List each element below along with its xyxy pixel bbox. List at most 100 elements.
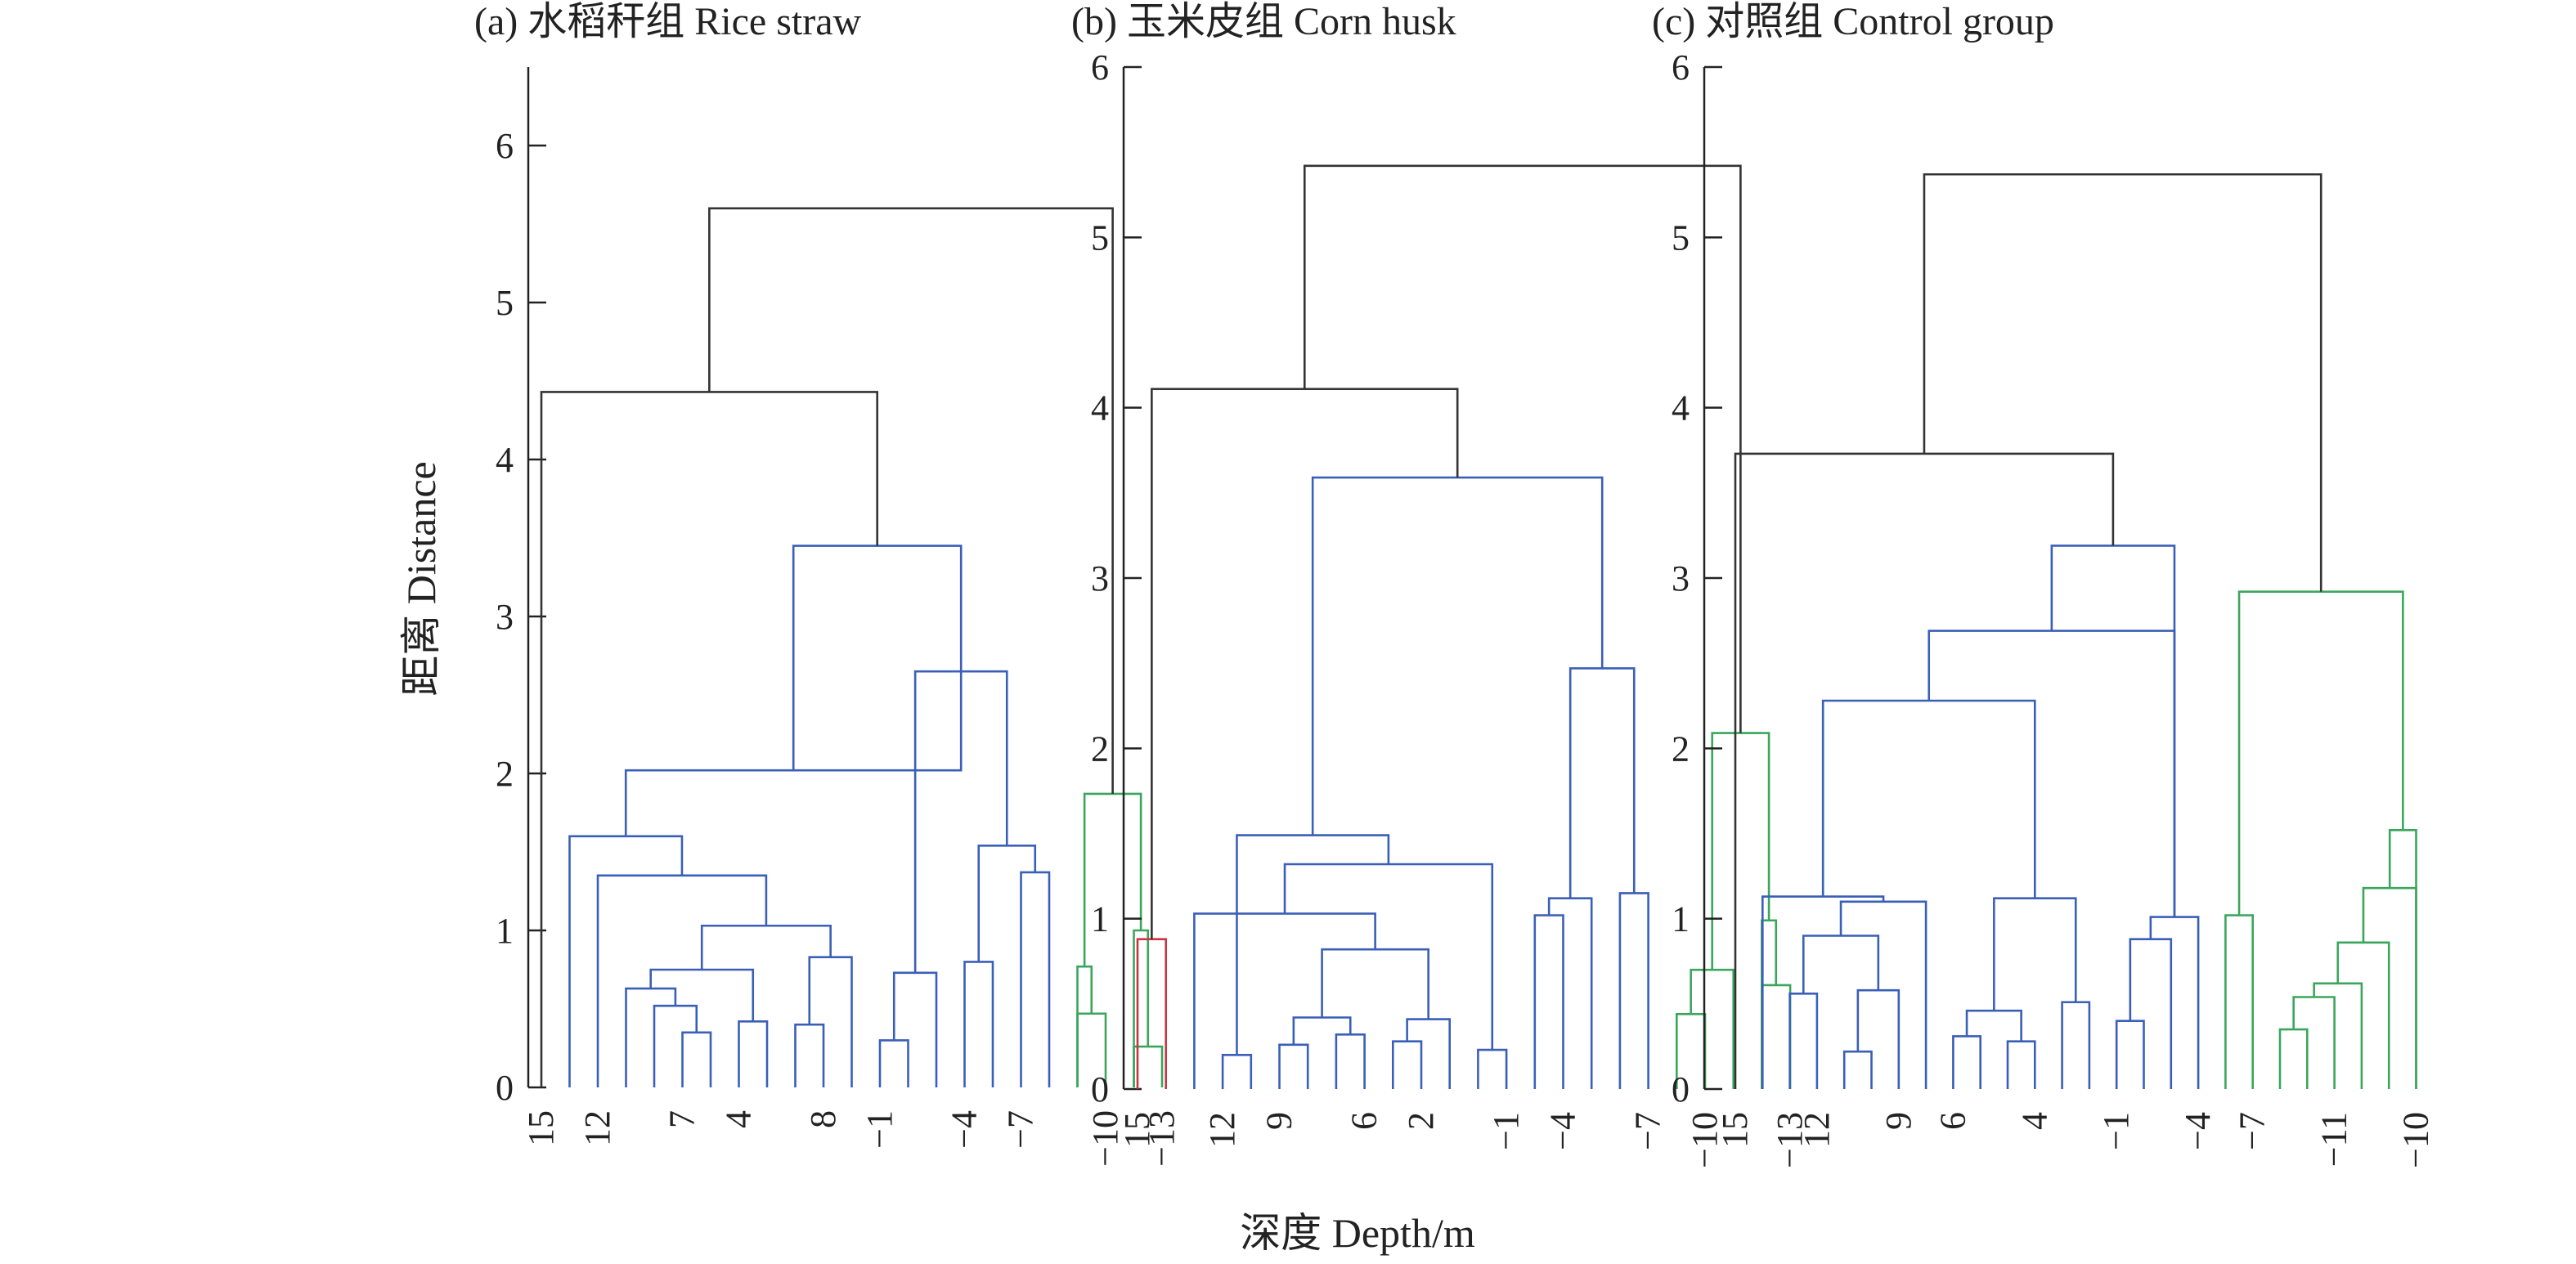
panel-a-link-5: [794, 1023, 825, 1087]
panel-b-link-22: [1151, 388, 1459, 939]
panel-c-link-16: [2050, 545, 2176, 917]
panel-a-link-3: [738, 1020, 769, 1087]
panel-c-leaf-label-9: −10: [2396, 1112, 2436, 1168]
panel-c-link-7: [2006, 1040, 2036, 1089]
panel-b-link-1: [1278, 1043, 1309, 1089]
panel-c-link-26: [1923, 173, 2322, 592]
panel-a-link-4: [649, 968, 755, 1022]
panel-b-tick-label-4: 4: [1091, 388, 1109, 428]
panel-c-link-8: [1965, 1009, 2022, 1042]
panel-c-link-4: [1839, 900, 1928, 1089]
panel-b-leaf-label-2: 9: [1259, 1112, 1299, 1130]
panel-a-tick-label-2: 2: [496, 754, 514, 794]
panel-b-tick-label-0: 0: [1091, 1069, 1109, 1109]
x-axis-title: 深度 Depth/m: [1240, 1210, 1475, 1256]
panel-c-tick-label-0: 0: [1672, 1069, 1690, 1109]
panel-c-link-25: [1734, 452, 2115, 1089]
panel-c-link-3: [1802, 935, 1880, 994]
panel-a-leaf-label-5: −1: [859, 1110, 900, 1149]
panel-c-link-0: [1788, 993, 1819, 1089]
panel-a-link-12: [963, 961, 994, 1087]
panel-c-link-10: [1993, 897, 2077, 1011]
panel-c-leaf-label-7: −7: [2233, 1112, 2273, 1150]
panel-b-link-17: [1690, 968, 1735, 1089]
panel-b-leaf-label-7: −7: [1628, 1112, 1668, 1150]
panel-a-leaf-label-2: 7: [662, 1110, 702, 1128]
panel-c-link-15: [1928, 630, 2176, 917]
y-axis-title: 距离 Distance: [398, 461, 444, 696]
panel-c-link-9: [2061, 1001, 2091, 1089]
panel-a-leaf-label-9: −13: [1142, 1110, 1182, 1167]
panel-c-link-14: [2149, 916, 2200, 1089]
panel-c-link-21: [2336, 941, 2390, 1089]
panel-b-link-23: [1303, 164, 1742, 733]
panel-a-leaf-label-7: −7: [1001, 1110, 1041, 1149]
panel-a-link-21: [1133, 929, 1150, 1087]
panel-b-link-11: [1533, 914, 1564, 1089]
panel-c-tick-label-1: 1: [1672, 899, 1690, 939]
panel-c-tick-label-2: 2: [1672, 728, 1690, 769]
panel-b-tick-label-1: 1: [1091, 899, 1109, 939]
panel-a-leaf-label-6: −4: [945, 1110, 985, 1149]
panel-b-link-14: [1568, 667, 1636, 899]
panel-b-link-5: [1406, 1018, 1451, 1089]
panel-b-tick-label-2: 2: [1091, 728, 1109, 769]
panel-a-link-1: [653, 1004, 698, 1087]
panel-c-tick-label-5: 5: [1672, 217, 1690, 258]
panel-b-link-21: [1136, 938, 1167, 1089]
panel-a-link-2: [625, 987, 677, 1087]
panel-a-tick-label-4: 4: [496, 440, 514, 480]
panel-a-link-17: [792, 545, 963, 771]
panel-b-link-18: [1761, 984, 1792, 1089]
panel-b-link-4: [1292, 1016, 1352, 1045]
panel-b-link-15: [1311, 476, 1604, 836]
panel-c-link-20: [2313, 982, 2363, 1089]
panel-c-link-2: [1856, 988, 1901, 1089]
panel-a-tick-label-5: 5: [496, 283, 514, 323]
panel-c-leaf-label-4: 4: [2014, 1112, 2054, 1130]
panel-b-link-2: [1335, 1033, 1366, 1089]
panel-a-link-22: [1083, 792, 1142, 967]
panel-a-link-13: [1020, 871, 1051, 1087]
panel-c-link-23: [2388, 829, 2417, 1089]
panel-c-leaf-label-3: 6: [1932, 1112, 1972, 1130]
panel-b-link-7: [1193, 912, 1376, 1089]
panel-b-leaf-label-5: −1: [1486, 1112, 1526, 1150]
panel-a-leaf-label-1: 12: [577, 1110, 617, 1146]
panel-b-link-6: [1321, 948, 1429, 1020]
panel-c-leaf-label-8: −11: [2314, 1112, 2354, 1167]
panel-c-link-24: [2237, 590, 2404, 916]
panel-a-link-0: [681, 1031, 712, 1087]
panel-c-leaf-label-0: 15: [1715, 1112, 1755, 1148]
panel-c-link-1: [1842, 1050, 1873, 1089]
panel-c-link-6: [1952, 1035, 1981, 1089]
panel-b-link-12: [1547, 897, 1593, 1089]
panel-c-link-11: [1821, 699, 2036, 899]
panel-c-link-13: [2129, 938, 2173, 1089]
panel-c-leaf-label-5: −1: [2096, 1112, 2136, 1150]
panel-a-leaf-label-3: 4: [719, 1110, 759, 1128]
panel-a-leaf-label-8: −10: [1085, 1110, 1125, 1167]
panel-b-tick-label-5: 5: [1091, 217, 1109, 258]
panel-a-tick-label-0: 0: [496, 1068, 514, 1108]
panel-b-leaf-label-9: −13: [1770, 1112, 1810, 1168]
panel-c-leaf-label-2: 9: [1878, 1112, 1919, 1130]
panel-b-leaf-label-6: −4: [1543, 1112, 1583, 1150]
panel-b-link-0: [1221, 1054, 1253, 1089]
panel-c-title: (c) 对照组 Control group: [1652, 0, 2054, 43]
panel-a-link-24: [708, 207, 1114, 794]
panel-c-tick-label-6: 6: [1672, 47, 1690, 87]
panel-b-leaf-label-8: −10: [1685, 1112, 1725, 1168]
panel-b-link-10: [1236, 834, 1390, 1056]
panel-a-leaf-label-0: 15: [521, 1110, 561, 1146]
panel-c-leaf-label-1: 12: [1797, 1112, 1837, 1148]
panel-b-link-13: [1618, 892, 1649, 1089]
panel-c-link-18: [2278, 1028, 2309, 1089]
panel-b-title: (b) 玉米皮组 Corn husk: [1071, 0, 1456, 43]
panel-b-link-9: [1283, 863, 1494, 1051]
panel-b-leaf-label-3: 6: [1344, 1112, 1384, 1130]
panel-c-leaf-label-6: −4: [2178, 1112, 2218, 1150]
